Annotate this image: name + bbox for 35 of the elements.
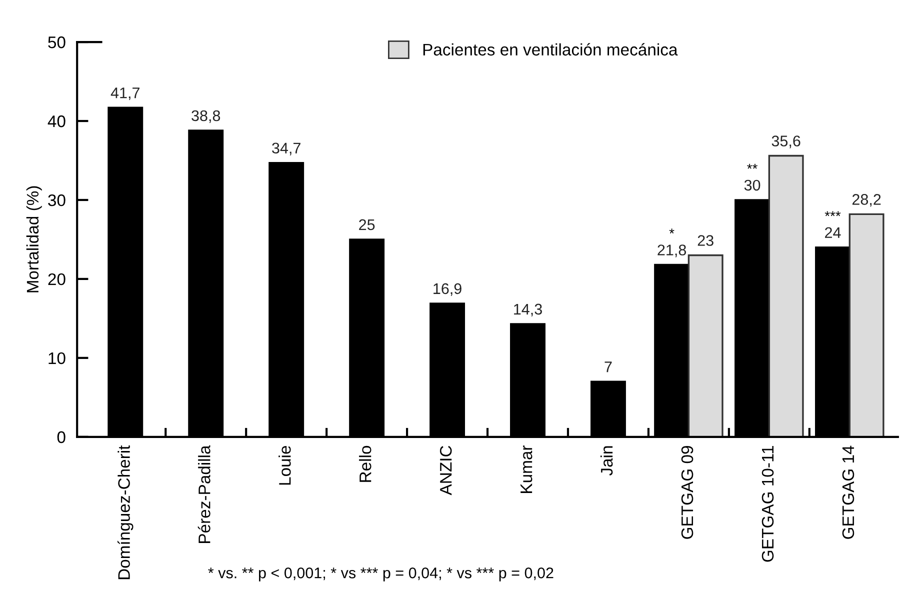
y-tick-label: 40: [48, 115, 66, 128]
x-tick-label: Louie: [278, 446, 291, 485]
data-label: 7: [604, 362, 612, 372]
y-tick-label: 30: [48, 194, 66, 206]
y-tick-label: 0: [57, 431, 66, 444]
y-tick-label: 10: [48, 352, 66, 364]
x-tick-label: Jain: [600, 446, 613, 476]
data-label: 21,8: [658, 244, 686, 258]
annotation: **: [747, 164, 758, 169]
data-label: 23: [698, 235, 714, 246]
y-tick-label: 20: [48, 273, 66, 286]
data-label: 35,6: [772, 136, 800, 148]
x-tick-label: ANZIC: [440, 446, 452, 496]
data-label: 41,7: [110, 88, 140, 100]
y-tick-label: 50: [48, 36, 66, 48]
x-tick-label: GETGAG 10-11: [762, 446, 774, 562]
data-label: 24: [825, 227, 841, 238]
x-tick-label: Pérez-Padilla: [198, 445, 210, 543]
data-label: 34,7: [272, 142, 300, 156]
x-tick-label: Kumar: [520, 446, 532, 493]
data-label: 28,2: [852, 194, 881, 207]
x-tick-label: Rello: [359, 446, 372, 482]
data-label: 30: [744, 180, 760, 191]
text: * vs. ** p < 0,001; * vs *** p = 0,04; * vs *** p = 0,02: [208, 568, 554, 582]
x-tick-label: Domínguez-Cherit: [118, 445, 134, 580]
y-axis-title: Mortalidad (%): [26, 186, 42, 292]
data-label: 25: [359, 219, 375, 230]
legend-label: Pacientes en ventilación mecánica: [423, 43, 678, 56]
data-label: 16,9: [434, 283, 462, 296]
x-tick-label: GETGAG 09: [681, 446, 694, 539]
x-tick-label: GETGAG 14: [842, 446, 854, 539]
data-label: 38,8: [192, 110, 220, 123]
data-label: 14,3: [514, 304, 542, 316]
annotation: ***: [824, 211, 841, 216]
annotation: *: [669, 228, 674, 234]
